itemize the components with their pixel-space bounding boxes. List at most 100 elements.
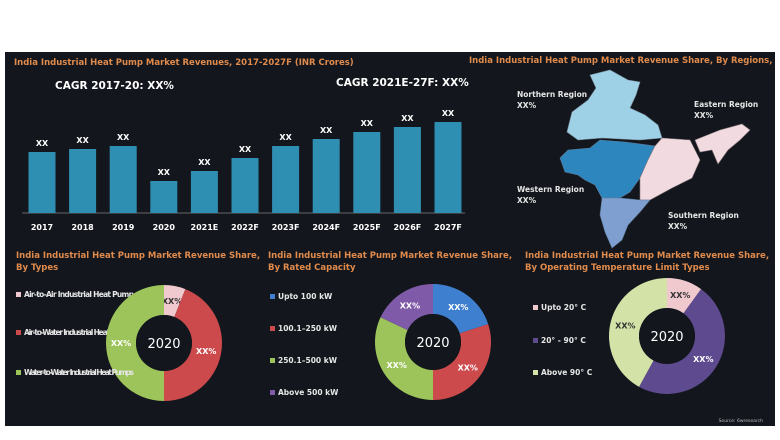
temperature-title-2: By Operating Temperature Limit Types [525,263,710,273]
x-tick-label: 2027F [434,223,462,232]
bar-2024F [312,139,340,213]
temperature-title: India Industrial Heat Pump Market Revenu… [525,251,769,261]
slice-label: XX% [400,302,420,311]
x-tick-label: 2017 [31,223,53,232]
bar-data-label: XX [198,158,211,167]
legend-label: Upto 20° C [541,303,587,312]
x-tick-label: 2025F [353,223,381,232]
legend-swatch [270,326,275,331]
bar-data-label: XX [279,133,292,142]
slice-label: XX% [387,361,407,370]
legend-label: 100.1–250 kW [278,324,338,333]
eastern-region-label: Eastern Region [694,100,758,109]
southern-region-value: XX% [668,222,688,231]
eastern-region-value: XX% [694,111,714,120]
donut-center-year: 2020 [416,336,449,351]
x-tick-label: 2022F [231,223,259,232]
slice-label: XX% [448,303,468,312]
southern-region-label: Southern Region [668,211,739,220]
donut-slice [639,289,725,394]
bar-data-label: XX [361,119,374,128]
bar-2026F [393,127,421,213]
bar-data-label: XX [117,133,130,142]
legend-label: 250.1–500 kW [278,356,338,365]
bar-2020 [150,181,178,213]
western-region-value: XX% [517,196,537,205]
donut-center-year: 2020 [147,337,180,352]
legend-label: Above 500 kW [278,388,339,397]
western-region-label: Western Region [517,185,584,194]
bar-data-label: XX [442,109,455,118]
x-tick-label: 2021E [191,223,219,232]
legend-swatch [270,390,275,395]
legend-label: Above 90° C [541,368,593,377]
legend-swatch [270,358,275,363]
donut-slice [380,284,433,331]
donut-slice [106,285,164,401]
map-title: India Industrial Heat Pump Market Revenu… [469,56,775,66]
bar-data-label: XX [76,136,89,145]
bar-2027F [434,122,462,213]
x-tick-label: 2020 [153,223,176,232]
western-region [559,139,656,199]
legend-swatch [533,338,538,343]
types-title: India Industrial Heat Pump Market Revenu… [16,251,260,261]
capacity-title-2: By Rated Capacity [268,263,356,273]
cagr-label-1: CAGR 2017-20: XX% [55,80,174,92]
bar-data-label: XX [158,168,171,177]
x-tick-label: 2023F [272,223,300,232]
slice-label: XX% [458,363,478,372]
southern-region [599,197,651,249]
bar-2022F [231,158,259,213]
india-map: Northern Region XX% Eastern Region XX% W… [517,69,758,249]
eastern-region-northeast [694,123,751,165]
bar-2018 [69,149,97,213]
infographic-svg: India Industrial Heat Pump Market Revenu… [14,56,775,424]
capacity-title: India Industrial Heat Pump Market Revenu… [268,251,512,261]
legend-label: Air-to-Water Industrial Heat Pumps [24,328,135,337]
bar-data-label: XX [36,139,49,148]
legend-swatch [270,294,275,299]
northern-region-label: Northern Region [517,90,587,99]
bar-chart-title: India Industrial Heat Pump Market Revenu… [14,58,354,68]
northern-region [566,69,663,141]
legend-label: Upto 100 kW [278,292,333,301]
bar-2021E [190,171,218,213]
legend-swatch [533,370,538,375]
bar-2025F [353,132,381,213]
northern-region-value: XX% [517,101,537,110]
donut-slice [164,289,222,401]
legend-swatch [16,330,21,335]
bar-2023F [272,146,300,213]
donut-slice [164,285,186,317]
legend-label: Water-to-Water Industrial Heat Pumps [24,368,135,377]
legend-swatch [16,370,21,375]
slice-label: XX% [670,291,690,300]
donut-center-year: 2020 [650,330,683,345]
donut-slice [667,278,702,314]
infographic-panel: India Industrial Heat Pump Market Revenu… [5,52,775,426]
legend-swatch [16,292,21,297]
types-title-2: By Types [16,263,58,273]
x-tick-label: 2026F [394,223,422,232]
donut-slice [609,278,667,387]
bar-data-label: XX [401,114,414,123]
donut-slice [433,324,491,400]
slice-label: XX% [111,339,131,348]
x-tick-label: 2018 [71,223,94,232]
cagr-label-2: CAGR 2021E-27F: XX% [336,77,469,89]
donut-slice [433,284,489,334]
x-tick-label: 2019 [112,223,135,232]
donut-hole [405,314,461,370]
legend-label: Air-to-Air Industrial Heat Pump [24,290,135,299]
legend-swatch [533,305,538,310]
slice-label: XX% [162,297,182,306]
donut-hole [639,308,695,364]
legend-label: 20° - 90° C [541,336,586,345]
donut-slice [375,317,433,400]
source-note: Source: 6wresearch [719,418,764,424]
slice-label: XX% [693,355,713,364]
slice-label: XX% [615,321,635,330]
bar-2019 [109,146,137,213]
bar-data-label: XX [320,126,333,135]
